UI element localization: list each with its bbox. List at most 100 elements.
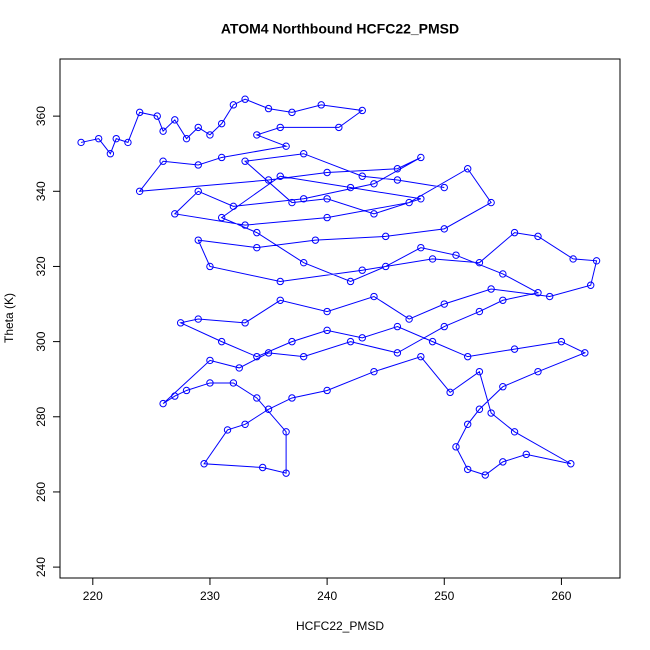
x-tick-label: 260 bbox=[551, 589, 571, 603]
data-point bbox=[510, 428, 519, 436]
data-point bbox=[440, 225, 448, 233]
data-point bbox=[475, 405, 484, 413]
data-point bbox=[358, 266, 366, 274]
data-point bbox=[159, 399, 167, 408]
data-point bbox=[510, 345, 519, 353]
data-point bbox=[546, 292, 554, 301]
data-point bbox=[463, 420, 472, 428]
data-point bbox=[370, 367, 378, 376]
data-point bbox=[171, 210, 179, 218]
data-point bbox=[229, 379, 238, 387]
data-point bbox=[499, 458, 507, 466]
data-point bbox=[217, 119, 226, 128]
data-point bbox=[323, 168, 331, 177]
data-point bbox=[428, 255, 437, 263]
data-point bbox=[112, 134, 120, 143]
data-point bbox=[323, 307, 331, 316]
data-point bbox=[194, 315, 202, 323]
data-point bbox=[428, 337, 437, 346]
chart-title: ATOM4 Northbound HCFC22_PMSD bbox=[221, 21, 459, 37]
data-point bbox=[288, 198, 296, 207]
data-point bbox=[171, 392, 179, 400]
data-point bbox=[94, 134, 103, 143]
data-point bbox=[592, 257, 601, 265]
data-point bbox=[135, 187, 144, 195]
x-tick-label: 250 bbox=[434, 589, 454, 603]
data-point bbox=[241, 157, 249, 165]
data-point bbox=[487, 409, 495, 417]
data-point bbox=[229, 202, 238, 211]
data-point bbox=[182, 386, 191, 395]
data-point bbox=[440, 322, 448, 331]
data-point bbox=[206, 356, 214, 365]
data-point bbox=[77, 138, 85, 147]
data-point bbox=[370, 180, 378, 188]
data-point bbox=[463, 165, 472, 173]
data-point bbox=[346, 277, 355, 286]
y-tick-label: 240 bbox=[34, 557, 48, 577]
data-point bbox=[370, 292, 378, 301]
data-point bbox=[381, 232, 390, 241]
data-point bbox=[381, 262, 390, 271]
data-point bbox=[276, 172, 284, 180]
data-point bbox=[282, 428, 290, 436]
data-point bbox=[417, 195, 425, 203]
data-point bbox=[206, 131, 214, 139]
data-point bbox=[440, 300, 448, 308]
data-point bbox=[499, 383, 507, 391]
data-point bbox=[358, 106, 366, 115]
x-tick-label: 220 bbox=[83, 589, 103, 603]
data-point bbox=[253, 352, 261, 361]
data-point bbox=[567, 460, 575, 468]
data-point bbox=[393, 176, 402, 184]
data-point bbox=[405, 315, 413, 323]
data-point bbox=[299, 195, 308, 203]
data-point bbox=[264, 104, 273, 113]
data-point bbox=[299, 258, 308, 267]
x-tick-label: 240 bbox=[317, 589, 337, 603]
data-point bbox=[534, 289, 542, 297]
y-tick-label: 300 bbox=[34, 331, 48, 351]
data-point bbox=[176, 319, 185, 327]
data-point bbox=[510, 228, 519, 237]
data-point bbox=[124, 138, 132, 147]
data-point bbox=[317, 101, 325, 109]
y-tick-label: 340 bbox=[34, 181, 48, 201]
data-point bbox=[393, 349, 402, 357]
data-point bbox=[159, 157, 167, 165]
y-axis-label: Theta (K) bbox=[2, 293, 16, 343]
x-tick-label: 230 bbox=[200, 589, 220, 603]
data-point bbox=[276, 296, 284, 304]
data-point bbox=[417, 352, 425, 361]
data-point bbox=[346, 183, 355, 192]
data-point bbox=[534, 367, 542, 376]
data-point bbox=[499, 296, 507, 304]
data-point bbox=[487, 285, 495, 293]
data-point bbox=[182, 134, 191, 143]
data-point bbox=[581, 349, 589, 357]
y-tick-label: 320 bbox=[34, 256, 48, 276]
data-point bbox=[346, 337, 355, 346]
data-point bbox=[217, 153, 226, 162]
data-point bbox=[235, 364, 243, 372]
data-point bbox=[463, 465, 472, 474]
data-point bbox=[276, 277, 284, 286]
data-point bbox=[106, 150, 115, 158]
data-point bbox=[276, 123, 284, 132]
data-point bbox=[264, 405, 273, 413]
data-point bbox=[358, 334, 366, 342]
data-point bbox=[253, 394, 261, 402]
data-point bbox=[475, 307, 484, 316]
data-point bbox=[393, 165, 402, 173]
data-point bbox=[299, 150, 308, 158]
plot-frame bbox=[59, 58, 621, 579]
data-point bbox=[241, 420, 249, 428]
data-point bbox=[264, 349, 273, 357]
data-point bbox=[452, 443, 460, 451]
data-point bbox=[522, 450, 530, 459]
data-point bbox=[405, 198, 413, 207]
data-point bbox=[282, 142, 290, 150]
data-point bbox=[323, 386, 331, 395]
data-point bbox=[499, 270, 507, 278]
